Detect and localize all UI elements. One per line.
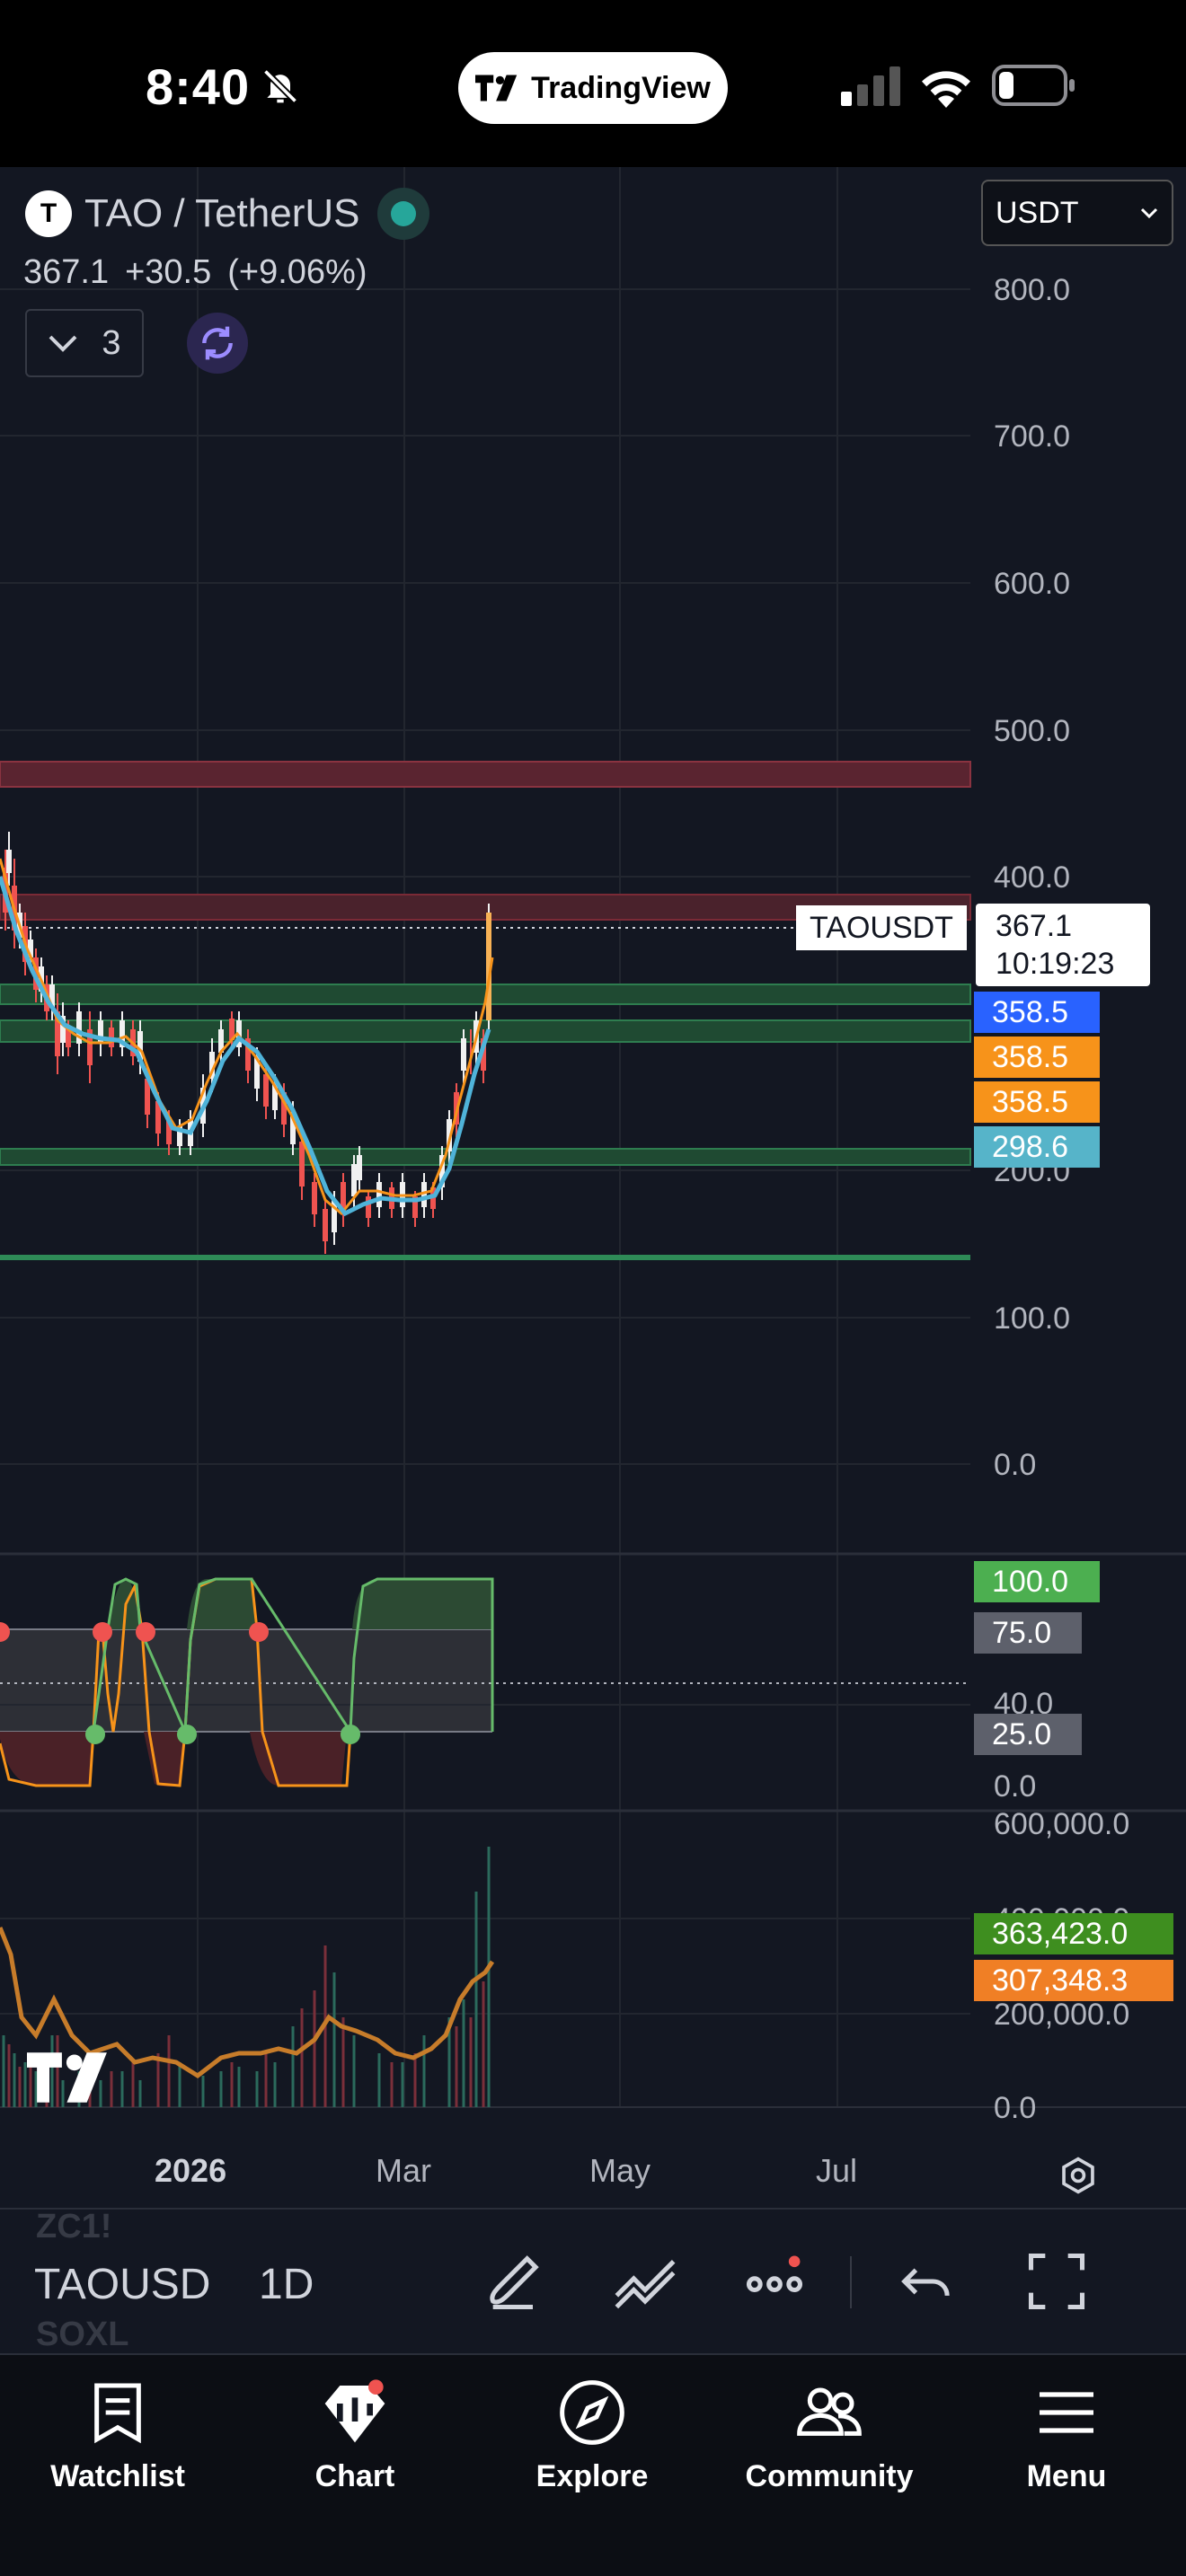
tab-label: Chart	[314, 2459, 395, 2493]
chart-canvas[interactable]	[0, 167, 1186, 2161]
price-axis-label: 600.0	[994, 567, 1071, 601]
battery-icon	[992, 65, 1075, 106]
grid-vertical	[197, 167, 838, 2107]
fullscreen-icon[interactable]	[1022, 2247, 1091, 2316]
volume-bars[interactable]	[2, 1847, 491, 2107]
currency-select[interactable]: USDT	[981, 180, 1173, 246]
clock: 8:40	[146, 58, 251, 115]
tab-label: Community	[745, 2459, 914, 2493]
last-price-tag-value: 367.1	[996, 909, 1073, 943]
symbol-search-button[interactable]: TAOUSD	[34, 2261, 211, 2308]
chart-toolbar: ZC1! TAOUSD 1D SOXL	[0, 2208, 1186, 2355]
toolbar-divider	[850, 2256, 852, 2308]
price-tag-ema: 358.5	[974, 1081, 1100, 1123]
community-icon	[797, 2387, 862, 2436]
oscillator-tag: 75.0	[974, 1612, 1082, 1654]
time-axis-label: Mar	[376, 2152, 431, 2189]
price-axis-label: 700.0	[994, 419, 1071, 454]
volume-axis-label: 0.0	[994, 2091, 1037, 2125]
menu-icon	[1040, 2392, 1093, 2433]
tab-explore[interactable]: Explore	[489, 2377, 695, 2494]
trend-lines-icon[interactable]	[611, 2247, 679, 2316]
tab-chart[interactable]: Chart	[252, 2377, 458, 2494]
tab-community[interactable]: Community	[726, 2377, 933, 2494]
grid-horizontal	[0, 288, 970, 1465]
refresh-icon	[202, 326, 233, 360]
last-price-tag: 367.1 10:19:23	[976, 904, 1150, 986]
oscillator-high-fill	[108, 1579, 492, 1629]
status-bar: 8:40 TradingView	[0, 0, 1186, 167]
quote-line: 367.1 +30.5 (+9.06%)	[23, 253, 384, 292]
cell-signal-icon	[841, 66, 900, 106]
price-axis-label: 500.0	[994, 714, 1071, 748]
drawing-tool-icon[interactable]	[482, 2247, 550, 2316]
tradingview-logo-icon	[475, 75, 518, 101]
oscillator-axis-label: 0.0	[994, 1769, 1037, 1804]
ticker-tag: TAOUSDT	[796, 905, 967, 950]
price-change-pct: (+9.06%)	[227, 253, 367, 291]
market-status-icon[interactable]	[377, 188, 430, 240]
app-pill-label: TradingView	[531, 70, 711, 105]
oscillator-band	[0, 1629, 492, 1732]
oscillator-low-fill	[0, 1732, 347, 1787]
time-axis-label: 2026	[155, 2152, 227, 2189]
chart-tab-icon	[324, 2379, 385, 2443]
time-axis-label: Jul	[816, 2152, 858, 2189]
oscillator-signals[interactable]	[0, 1622, 360, 1744]
tradingview-watermark-icon[interactable]	[27, 2051, 117, 2104]
time-axis-label: May	[589, 2152, 651, 2189]
symbol-header[interactable]: T TAO / TetherUS	[25, 188, 430, 240]
last-price: 367.1	[23, 253, 110, 291]
oscillator-tag: 100.0	[974, 1561, 1100, 1602]
resistance-zone[interactable]	[0, 761, 971, 788]
symbol-name[interactable]: TAO / TetherUS	[84, 191, 360, 235]
tab-menu[interactable]: Menu	[963, 2377, 1170, 2494]
price-change: +30.5	[125, 253, 212, 291]
indicator-count: 3	[102, 323, 121, 362]
chevron-down-icon	[1140, 207, 1158, 219]
volume-tag: 363,423.0	[974, 1913, 1173, 1954]
volume-grid	[0, 1918, 970, 2015]
sync-button[interactable]	[187, 313, 248, 374]
currency-value: USDT	[996, 195, 1079, 230]
tab-watchlist[interactable]: Watchlist	[14, 2377, 221, 2494]
price-tag-ma: 358.5	[974, 992, 1100, 1033]
watchlist-icon	[94, 2383, 141, 2444]
tab-label: Explore	[535, 2459, 649, 2493]
bell-muted-icon	[262, 68, 298, 104]
more-tools-icon[interactable]	[740, 2247, 809, 2316]
oscillator-up-line[interactable]	[92, 1577, 494, 1736]
tab-bar: Watchlist Chart Explore Community Menu	[0, 2353, 1186, 2576]
watchlist-ghost-symbol: ZC1!	[36, 2208, 112, 2245]
volume-axis-label: 600,000.0	[994, 1807, 1130, 1841]
tab-label: Watchlist	[50, 2459, 185, 2493]
wifi-icon	[922, 71, 970, 108]
watchlist-ghost-symbol: SOXL	[36, 2316, 129, 2353]
undo-icon[interactable]	[893, 2247, 961, 2316]
price-tag-sma: 298.6	[974, 1126, 1100, 1168]
volume-ma-line[interactable]	[0, 1927, 495, 2079]
price-axis-label: 0.0	[994, 1448, 1037, 1482]
chart-settings-icon[interactable]	[1058, 2156, 1098, 2195]
symbol-logo: T	[25, 190, 72, 237]
indicators-toggle-button[interactable]: 3	[25, 309, 144, 377]
tradingview-pill[interactable]: TradingView	[458, 52, 728, 124]
volume-ma-tag: 307,348.3	[974, 1960, 1173, 2001]
compass-icon	[560, 2380, 624, 2445]
interval-button[interactable]: 1D	[259, 2261, 314, 2308]
chevron-down-icon	[49, 335, 77, 352]
support-zone[interactable]	[0, 1148, 971, 1166]
price-axis-label: 100.0	[994, 1301, 1071, 1336]
tab-label: Menu	[1026, 2459, 1107, 2493]
price-axis-label: 800.0	[994, 273, 1071, 307]
volume-axis-label: 200,000.0	[994, 1998, 1130, 2032]
price-axis-label: 400.0	[994, 860, 1071, 895]
chart-area[interactable]: T TAO / TetherUS 367.1 +30.5 (+9.06%) 3 US…	[0, 167, 1186, 2194]
bar-countdown: 10:19:23	[996, 947, 1115, 981]
ma-line[interactable]	[0, 876, 491, 1217]
oscillator-line[interactable]	[0, 1577, 352, 1787]
price-tag-ema: 358.5	[974, 1037, 1100, 1078]
oscillator-tag: 25.0	[974, 1714, 1082, 1755]
